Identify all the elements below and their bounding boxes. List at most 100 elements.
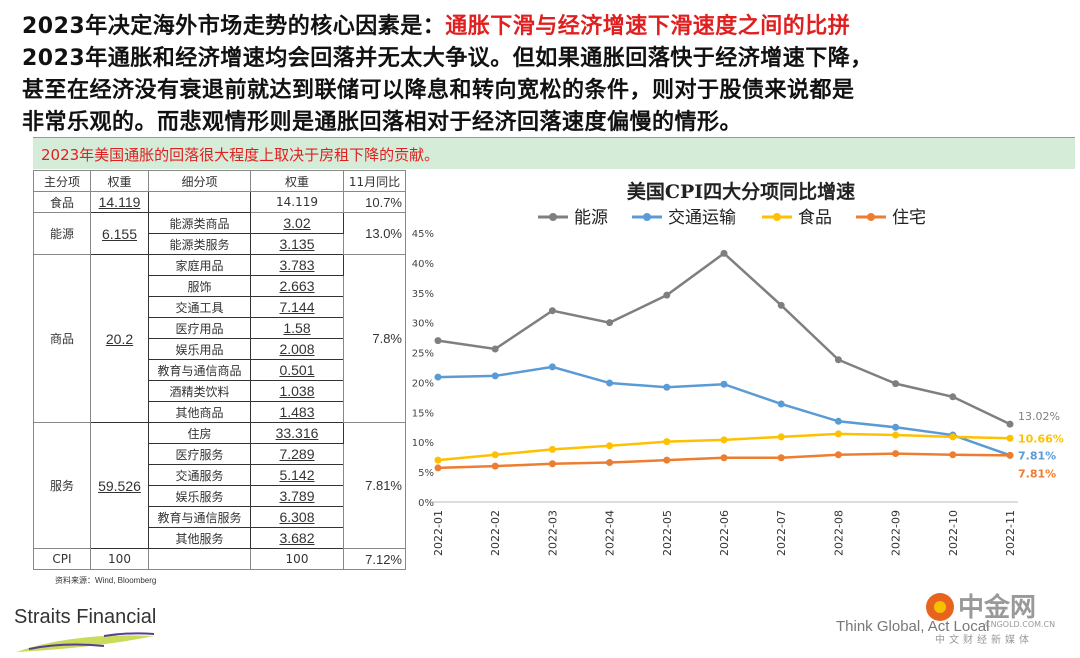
- subcategory-cell: 家庭用品: [148, 254, 251, 276]
- legend-label: 住宅: [892, 208, 926, 228]
- data-point: [777, 433, 785, 441]
- main-category-cell: 食品: [33, 191, 91, 213]
- data-point: [491, 462, 499, 470]
- sub-weight-cell: 3.783: [250, 254, 344, 276]
- subcategory-cell: 教育与通信商品: [148, 359, 251, 381]
- data-point: [434, 456, 442, 464]
- data-point: [949, 451, 957, 459]
- sub-weight-cell: 3.135: [250, 233, 344, 255]
- table-row: 食品 14.119 14.119 10.7%: [33, 191, 406, 213]
- y-tick-label: 5%: [418, 468, 434, 479]
- cngold-logo-icon: [926, 593, 954, 621]
- x-tick-label: 2022-11: [1004, 510, 1017, 556]
- sub-weight-cell: 1.58: [250, 317, 344, 339]
- y-tick-label: 10%: [412, 438, 434, 449]
- main-weight-cell: 14.119: [90, 191, 149, 213]
- data-point: [663, 456, 671, 464]
- sub-weight-cell: 100: [250, 548, 344, 570]
- y-tick-label: 30%: [412, 319, 434, 330]
- y-tick-label: 0%: [418, 498, 434, 509]
- data-point: [1006, 451, 1014, 459]
- table-row: 医疗服务 7.289: [34, 443, 406, 465]
- table-header-row: 主分项 权重 细分项 权重 11月同比: [33, 170, 406, 192]
- sub-weight-cell: 0.501: [250, 359, 344, 381]
- legend-label: 能源: [574, 208, 608, 228]
- legend-marker: [867, 213, 875, 221]
- end-value-label: 10.66%: [1018, 432, 1064, 445]
- subcategory-cell: 教育与通信服务: [148, 506, 251, 528]
- data-point: [949, 433, 957, 441]
- table-row: CPI 100 100 7.12%: [33, 548, 406, 570]
- data-point: [720, 454, 728, 462]
- logo-text: Straits Financial: [14, 606, 157, 628]
- data-point: [720, 436, 728, 444]
- main-category-cell: CPI: [33, 548, 91, 570]
- end-value-label: 13.02%: [1018, 410, 1060, 423]
- subcategory-cell: 交通工具: [148, 296, 251, 318]
- y-tick-label: 20%: [412, 378, 434, 389]
- x-tick-label: 2022-01: [432, 510, 445, 556]
- header-cell: 权重: [250, 170, 344, 192]
- sub-weight-cell: 14.119: [250, 191, 344, 213]
- table-row: 酒精类饮料 1.038: [34, 380, 406, 402]
- main-weight-cell: 59.526: [90, 422, 149, 549]
- subcategory-cell: [148, 191, 251, 213]
- data-point: [434, 373, 442, 381]
- main-weight-cell: 6.155: [90, 212, 149, 255]
- x-tick-label: 2022-07: [775, 510, 788, 556]
- subcategory-cell: 能源类商品: [148, 212, 251, 234]
- sub-weight-cell: 7.289: [250, 443, 344, 465]
- end-value-label: 7.81%: [1018, 467, 1056, 480]
- main-weight-cell: 100: [90, 548, 149, 570]
- table-row: 交通服务 5.142: [34, 464, 406, 486]
- data-point: [548, 460, 556, 468]
- data-point: [548, 307, 556, 315]
- header-cell: 11月同比: [343, 170, 406, 192]
- x-tick-label: 2022-02: [489, 510, 502, 556]
- cpi-weights-table: 主分项 权重 细分项 权重 11月同比 食品 14.119 14.119 10.7% 能…: [33, 170, 406, 570]
- end-value-label: 7.81%: [1018, 449, 1056, 462]
- table-row: 娱乐用品 2.008: [34, 338, 406, 360]
- sub-weight-cell: 3.789: [250, 485, 344, 507]
- watermark-text: 中金网: [958, 593, 1037, 623]
- y-tick-label: 35%: [412, 289, 434, 300]
- headline-line-3: 甚至在经济没有衰退前就达到联储可以降息和转向宽松的条件，则对于股债来说都是: [22, 78, 855, 103]
- yoy-cell: 7.12%: [343, 548, 406, 570]
- sub-weight-cell: 7.144: [250, 296, 344, 318]
- data-point: [892, 423, 900, 431]
- x-tick-label: 2022-08: [832, 510, 845, 556]
- subcategory-cell: 其他服务: [148, 527, 251, 549]
- subcategory-cell: [148, 548, 251, 570]
- sub-weight-cell: 3.682: [250, 527, 344, 549]
- data-point: [1006, 420, 1014, 428]
- data-point: [434, 337, 442, 345]
- data-point: [663, 291, 671, 299]
- subcategory-cell: 娱乐用品: [148, 338, 251, 360]
- sub-weight-cell: 1.038: [250, 380, 344, 402]
- sub-weight-cell: 6.308: [250, 506, 344, 528]
- headline-text: 2023年决定海外市场走势的核心因素是：: [22, 14, 446, 39]
- data-point: [834, 417, 842, 425]
- subcategory-cell: 服饰: [148, 275, 251, 297]
- data-point: [606, 459, 614, 467]
- subcategory-cell: 娱乐服务: [148, 485, 251, 507]
- y-tick-label: 15%: [412, 408, 434, 419]
- legend-label: 交通运输: [668, 208, 736, 228]
- data-point: [777, 454, 785, 462]
- table-row: 其他商品 1.483: [34, 401, 406, 423]
- x-tick-label: 2022-10: [947, 510, 960, 556]
- data-point: [834, 430, 842, 438]
- data-point: [720, 249, 728, 257]
- data-point: [949, 393, 957, 401]
- source-note: 资料来源：Wind, Bloomberg: [55, 576, 157, 585]
- x-tick-label: 2022-03: [546, 510, 559, 556]
- data-point: [892, 450, 900, 458]
- y-tick-label: 25%: [412, 349, 434, 360]
- x-tick-label: 2022-06: [718, 510, 731, 556]
- headline-line-2: 2023年通胀和经济增速均会回落并无太大争议。但如果通胀回落快于经济增速下降，: [22, 46, 873, 71]
- main-weight-cell: 20.2: [90, 254, 149, 423]
- watermark-url: CNGOLD.COM.CN: [985, 620, 1056, 629]
- table-row: 能源 6.155 能源类商品 3.02 13.0%: [33, 212, 406, 255]
- sub-weight-cell: 2.008: [250, 338, 344, 360]
